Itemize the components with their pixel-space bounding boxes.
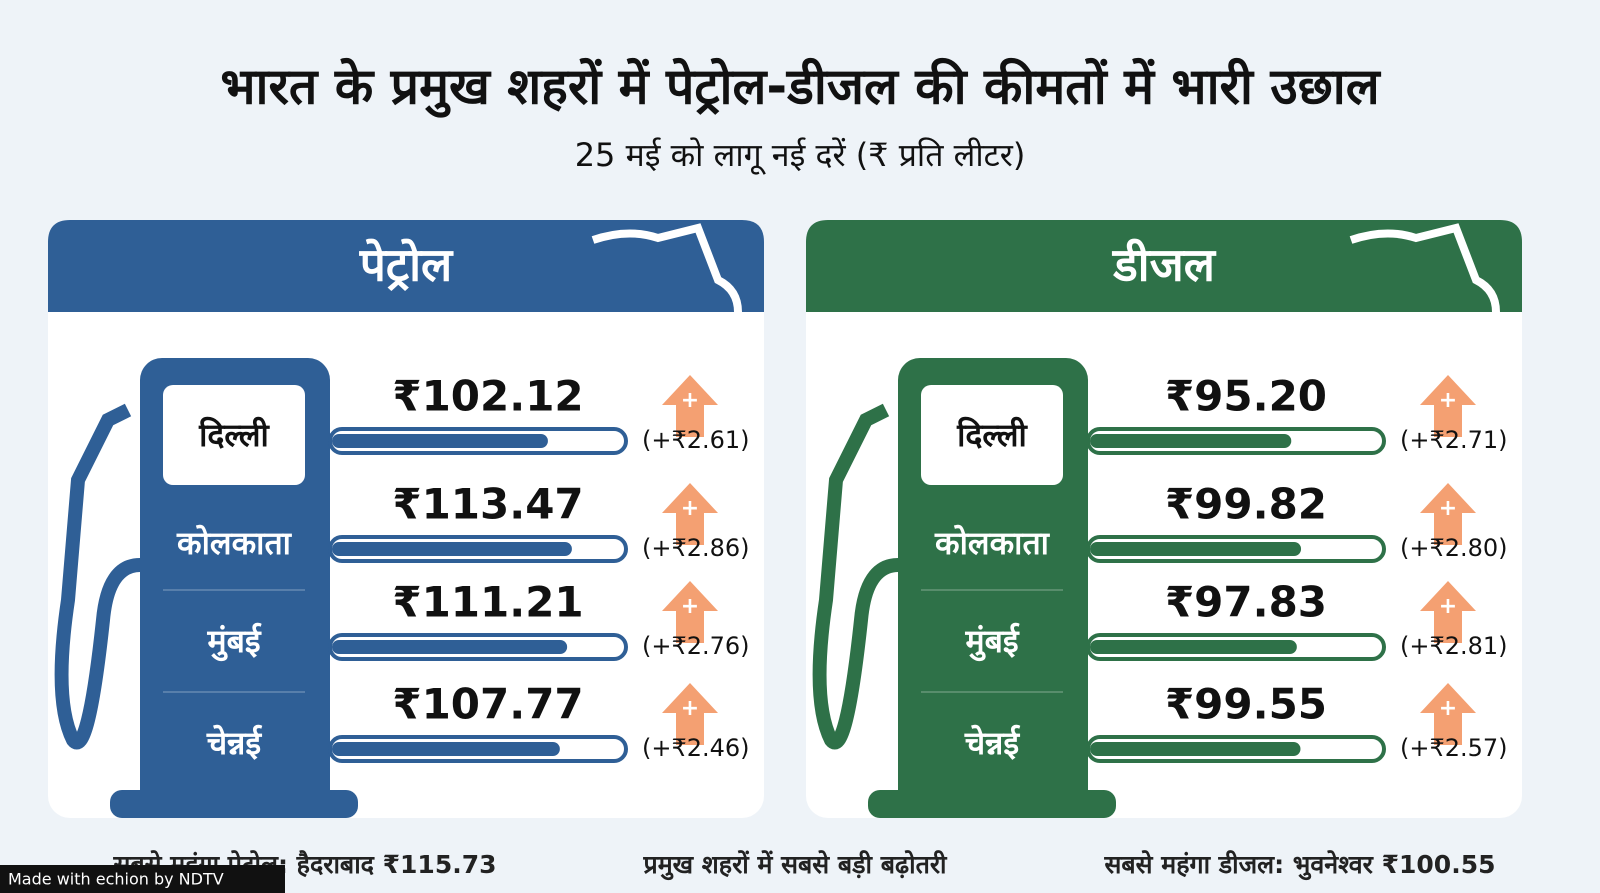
city-label: कोलकाता bbox=[176, 524, 293, 562]
up-arrow bbox=[1420, 483, 1476, 545]
arrow-plus: + bbox=[1439, 696, 1457, 721]
change-label: (+₹2.61) bbox=[642, 426, 750, 454]
price-label: ₹99.55 bbox=[1165, 680, 1327, 729]
up-arrow bbox=[662, 581, 718, 643]
price-bar bbox=[1090, 742, 1301, 756]
change-label: (+₹2.86) bbox=[642, 534, 750, 562]
change-label: (+₹2.76) bbox=[642, 632, 750, 660]
up-arrow bbox=[662, 683, 718, 745]
price-label: ₹107.77 bbox=[392, 680, 583, 729]
watermark: Made with echion by NDTV bbox=[8, 870, 224, 889]
change-label: (+₹2.81) bbox=[1400, 632, 1508, 660]
pump-hose bbox=[54, 403, 141, 750]
arrow-plus: + bbox=[681, 696, 699, 721]
arrow-plus: + bbox=[681, 496, 699, 521]
up-arrow bbox=[662, 375, 718, 437]
city-label: कोलकाता bbox=[934, 524, 1051, 562]
change-label: (+₹2.46) bbox=[642, 734, 750, 762]
up-arrow bbox=[662, 483, 718, 545]
city-box bbox=[921, 385, 1063, 485]
nozzle-icon bbox=[591, 223, 742, 313]
panel-header bbox=[806, 220, 1522, 312]
pump-hose bbox=[812, 403, 899, 750]
city-box bbox=[163, 385, 305, 485]
change-label: (+₹2.57) bbox=[1400, 734, 1508, 762]
change-label: (+₹2.80) bbox=[1400, 534, 1508, 562]
up-arrow bbox=[1420, 375, 1476, 437]
arrow-plus: + bbox=[681, 388, 699, 413]
price-label: ₹102.12 bbox=[392, 372, 583, 421]
price-bar bbox=[1090, 542, 1302, 556]
price-label: ₹95.20 bbox=[1165, 372, 1327, 421]
up-arrow bbox=[1420, 683, 1476, 745]
price-label: ₹97.83 bbox=[1165, 578, 1327, 627]
watermark-bg bbox=[0, 865, 285, 893]
city-label: दिल्ली bbox=[956, 416, 1028, 454]
footer-right: सबसे महंगा डीजल: भुवनेश्वर ₹100.55 bbox=[1104, 850, 1496, 881]
city-label: मुंबई bbox=[206, 622, 261, 662]
up-arrow bbox=[1420, 581, 1476, 643]
pump-base bbox=[110, 790, 358, 818]
arrow-plus: + bbox=[681, 594, 699, 619]
panel-title: पेट्रोल bbox=[359, 238, 454, 292]
city-label: चेन्नई bbox=[964, 724, 1021, 762]
panel-title: डीजल bbox=[1111, 238, 1217, 292]
price-bar bbox=[1090, 640, 1297, 654]
arrow-plus: + bbox=[1439, 594, 1457, 619]
price-bar bbox=[332, 640, 568, 654]
panel-header bbox=[48, 220, 764, 312]
price-bar bbox=[1090, 434, 1292, 448]
city-label: मुंबई bbox=[964, 622, 1019, 662]
title: भारत के प्रमुख शहरों में पेट्रोल-डीजल की… bbox=[220, 58, 1381, 119]
price-bar bbox=[332, 542, 572, 556]
price-bar bbox=[332, 742, 560, 756]
pump-base bbox=[868, 790, 1116, 818]
price-label: ₹113.47 bbox=[392, 480, 583, 529]
price-label: ₹99.82 bbox=[1165, 480, 1327, 529]
change-label: (+₹2.71) bbox=[1400, 426, 1508, 454]
footer-center: प्रमुख शहरों में सबसे बड़ी बढ़ोतरी bbox=[642, 850, 948, 881]
subtitle: 25 मई को लागू नई दरें (₹ प्रति लीटर) bbox=[575, 136, 1026, 175]
arrow-plus: + bbox=[1439, 388, 1457, 413]
city-label: दिल्ली bbox=[198, 416, 270, 454]
nozzle-icon bbox=[1349, 223, 1500, 313]
price-label: ₹111.21 bbox=[392, 578, 583, 627]
city-label: चेन्नई bbox=[206, 724, 263, 762]
arrow-plus: + bbox=[1439, 496, 1457, 521]
price-bar bbox=[332, 434, 548, 448]
